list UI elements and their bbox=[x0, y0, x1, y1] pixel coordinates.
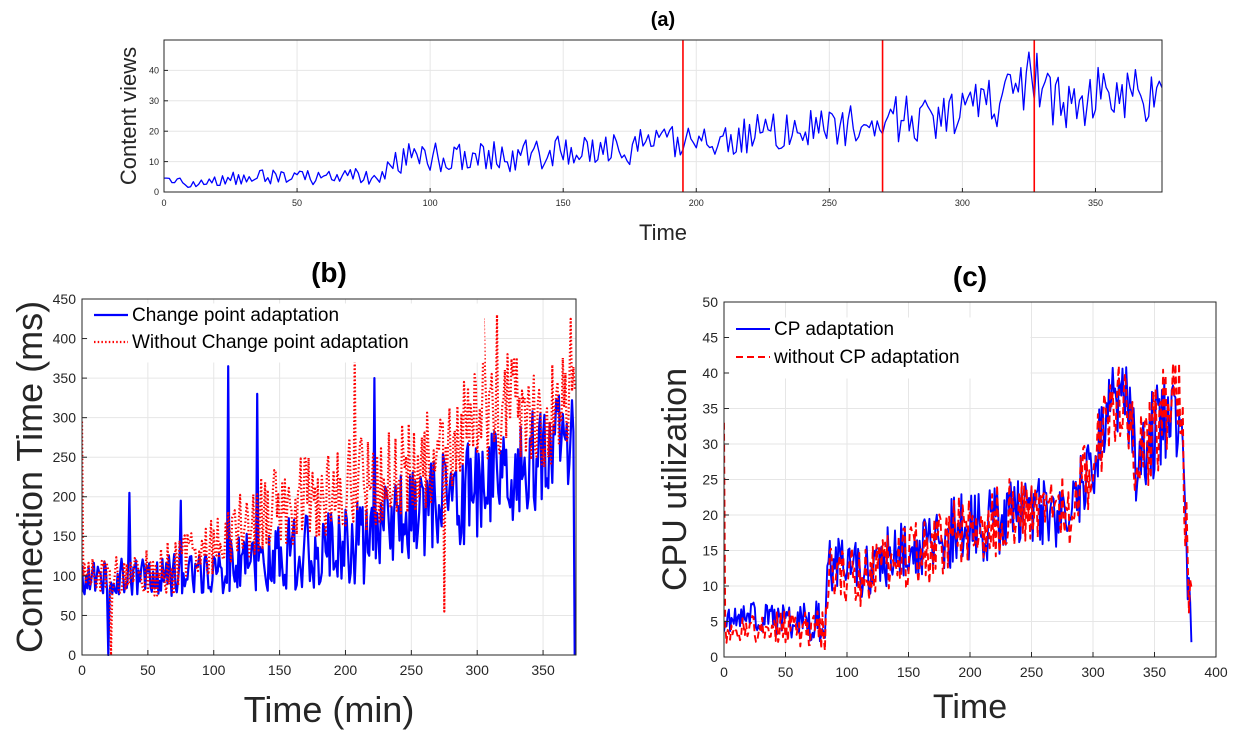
chart-c-y-tick-label: 35 bbox=[702, 400, 718, 416]
chart-b-legend: Change point adaptation Without Change po… bbox=[87, 303, 485, 363]
chart-b-legend-box bbox=[87, 303, 485, 363]
chart-c-legend: CP adaptation without CP adaptation bbox=[729, 317, 1031, 379]
chart-b-y-tick-label: 150 bbox=[53, 528, 77, 544]
panel-c-chart: 0 50 100 150 200 250 300 350 400 0 5 10 15 20 25 30 35 40… bbox=[656, 261, 1228, 726]
chart-c-legend-box bbox=[729, 317, 1031, 379]
chart-b-y-axis-label: Connection Time (ms) bbox=[9, 301, 50, 653]
chart-a-plot-area bbox=[164, 51, 1162, 189]
chart-c-y-tick-label: 45 bbox=[702, 329, 718, 345]
chart-b-x-tick-label: 250 bbox=[400, 662, 424, 678]
chart-c-y-tick-label: 50 bbox=[702, 294, 718, 310]
chart-b-legend-entry: Change point adaptation bbox=[132, 305, 339, 326]
chart-a-x-tick-label: 250 bbox=[822, 198, 837, 208]
chart-b-x-axis-label: Time (min) bbox=[244, 689, 415, 730]
chart-c-x-tick-label: 100 bbox=[835, 664, 859, 680]
chart-c-series-2-line bbox=[724, 362, 1193, 652]
chart-c-x-tick-label: 50 bbox=[778, 664, 794, 680]
chart-b-y-tick-label: 250 bbox=[53, 449, 77, 465]
chart-c-x-tick-label: 250 bbox=[1020, 664, 1044, 680]
chart-a-y-tick-label: 20 bbox=[149, 126, 159, 136]
chart-c-legend-entry: without CP adaptation bbox=[773, 347, 960, 368]
chart-a-y-tick-label: 30 bbox=[149, 96, 159, 106]
chart-b-plot-area bbox=[82, 313, 576, 656]
chart-a-x-tick-label: 350 bbox=[1088, 198, 1103, 208]
chart-a-series-1-line bbox=[164, 51, 1162, 189]
chart-a-x-tick-label: 150 bbox=[556, 198, 571, 208]
chart-c-y-tick-label: 20 bbox=[702, 507, 718, 523]
chart-c-y-tick-label: 40 bbox=[702, 365, 718, 381]
chart-a-y-axis-label: Content views bbox=[116, 47, 141, 185]
chart-a-title: (a) bbox=[651, 9, 675, 31]
chart-b-y-tick-label: 200 bbox=[53, 489, 77, 505]
chart-b-y-tick-label: 350 bbox=[53, 370, 77, 386]
chart-c-y-tick-label: 25 bbox=[702, 471, 718, 487]
chart-b-x-tick-label: 300 bbox=[466, 662, 490, 678]
chart-c-legend-entry: CP adaptation bbox=[774, 319, 894, 340]
chart-b-y-tick-label: 100 bbox=[53, 568, 77, 584]
chart-c-y-tick-label: 30 bbox=[702, 436, 718, 452]
chart-c-y-tick-label: 5 bbox=[710, 613, 718, 629]
chart-c-x-tick-label: 0 bbox=[720, 664, 728, 680]
chart-c-x-tick-label: 300 bbox=[1081, 664, 1105, 680]
chart-b-x-tick-label: 150 bbox=[268, 662, 292, 678]
chart-c-x-tick-label: 200 bbox=[958, 664, 982, 680]
chart-b-legend-entry: Without Change point adaptation bbox=[132, 332, 409, 353]
chart-c-y-tick-label: 10 bbox=[702, 578, 718, 594]
chart-b-title: (b) bbox=[311, 257, 347, 288]
chart-a-x-tick-label: 300 bbox=[955, 198, 970, 208]
chart-b-y-tick-label: 300 bbox=[53, 410, 77, 426]
chart-b-y-tick-label: 400 bbox=[53, 330, 77, 346]
chart-b-series-1-line bbox=[82, 365, 576, 656]
chart-b-axes-box bbox=[81, 298, 577, 656]
chart-c-x-axis-label: Time bbox=[933, 688, 1007, 726]
chart-c-y-tick-label: 15 bbox=[702, 542, 718, 558]
chart-c-y-tick-label: 0 bbox=[710, 649, 718, 665]
chart-c-x-tick-label: 400 bbox=[1204, 664, 1228, 680]
chart-b-y-tick-label: 0 bbox=[68, 647, 76, 663]
chart-c-x-tick-label: 350 bbox=[1143, 664, 1167, 680]
chart-a-x-tick-label: 200 bbox=[689, 198, 704, 208]
chart-a-y-tick-label: 40 bbox=[149, 66, 159, 76]
chart-b-x-tick-label: 350 bbox=[531, 662, 555, 678]
chart-c-x-tick-label: 150 bbox=[897, 664, 921, 680]
chart-a-x-tick-label: 0 bbox=[161, 198, 166, 208]
chart-c-title: (c) bbox=[953, 261, 987, 292]
chart-a-y-tick-label: 0 bbox=[154, 187, 159, 197]
chart-a-x-tick-label: 50 bbox=[292, 198, 302, 208]
chart-c-plot-area bbox=[724, 362, 1193, 652]
chart-a-y-tick-label: 10 bbox=[149, 157, 159, 167]
chart-b-x-tick-label: 0 bbox=[78, 662, 86, 678]
chart-b-x-tick-label: 100 bbox=[202, 662, 226, 678]
chart-a-x-axis-label: Time bbox=[639, 220, 687, 245]
chart-c-y-axis-label: CPU utilization bbox=[656, 368, 694, 591]
chart-b-y-tick-label: 450 bbox=[53, 291, 77, 307]
panel-b-chart: 0 50 100 150 200 250 300 350 0 50 100 150 200 250 300 3… bbox=[9, 257, 577, 730]
panel-a-chart: 0 50 100 150 200 250 300 350 0 10 20 30 40 (a) Time Con… bbox=[116, 9, 1163, 245]
chart-b-x-tick-label: 200 bbox=[334, 662, 358, 678]
chart-b-y-tick-label: 50 bbox=[60, 607, 76, 623]
chart-b-x-tick-label: 50 bbox=[140, 662, 156, 678]
chart-a-axes-box bbox=[163, 39, 1163, 193]
chart-a-x-tick-label: 100 bbox=[423, 198, 438, 208]
